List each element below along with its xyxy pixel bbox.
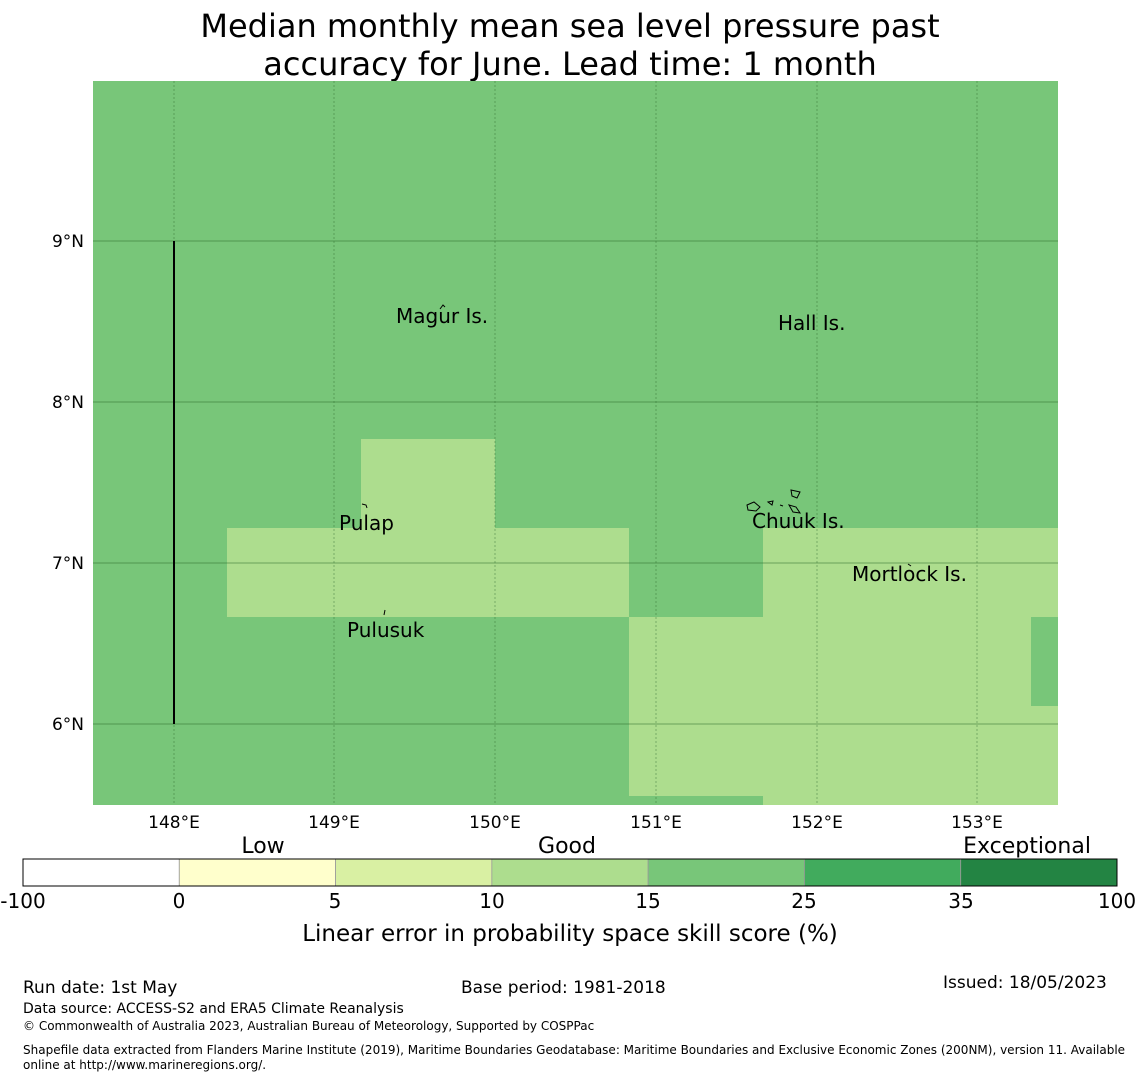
skill-region: [361, 439, 495, 529]
place-label-pulap: Pulap: [339, 511, 394, 535]
lon-axis: 148°E 149°E 150°E 151°E 152°E 153°E: [148, 813, 1003, 833]
lat-gridlines: [93, 240, 1058, 725]
lon-tick-label: 151°E: [630, 813, 682, 833]
legend-category-exceptional: Exceptional: [963, 834, 1091, 859]
colorbar-segment: [178, 858, 336, 887]
lon-tick-label: 150°E: [469, 813, 521, 833]
colorbar-tick-label: 10: [479, 889, 504, 913]
skill-map: Magur Is. Hall Is. Pulap Chuuk Is. Mortl…: [0, 81, 1136, 947]
island-magur: [439, 304, 446, 310]
colorbar-segment: [960, 858, 1118, 887]
base-period: Base period: 1981-2018: [461, 978, 666, 998]
run-date: Run date: 1st May: [23, 978, 178, 998]
lat-tick-label: 7°N: [52, 554, 84, 574]
skill-region: [629, 706, 1058, 796]
colorbar-tick-label: 0: [173, 889, 186, 913]
place-labels: Magur Is. Hall Is. Pulap Chuuk Is. Mortl…: [339, 304, 967, 642]
place-label-mortlock: Mortlock Is.: [852, 562, 967, 586]
colorbar-tick-label: 25: [791, 889, 816, 913]
legend-categories: Low Good Exceptional: [241, 834, 1091, 859]
place-label-pulusuk: Pulusuk: [347, 618, 425, 642]
skill-regions: [227, 439, 1058, 805]
lon-tick-label: 148°E: [148, 813, 200, 833]
colorbar-segment: [647, 858, 805, 887]
colorbar-label: Linear error in probability space skill …: [302, 921, 838, 947]
lat-axis: 9°N 8°N 7°N 6°N: [52, 232, 84, 735]
island-chuuk-islet: [766, 500, 774, 506]
skill-region: [763, 795, 1058, 805]
island-chuuk-north: [790, 489, 801, 499]
colorbar-tick-label: 35: [948, 889, 973, 913]
colorbar-frame: [22, 858, 1118, 887]
shapefile-credit: Shapefile data extracted from Flanders M…: [23, 1043, 1126, 1072]
map-title-line-1: Median monthly mean sea level pressure p…: [200, 7, 940, 45]
skill-region: [227, 528, 629, 617]
copyright: © Commonwealth of Australia 2023, Austra…: [23, 1019, 595, 1033]
colorbar-tick-label: 100: [1098, 889, 1136, 913]
island-pulap: [361, 503, 368, 509]
map-title-line-2: accuracy for June. Lead time: 1 month: [263, 45, 877, 83]
island-mortlock: [907, 563, 912, 567]
colorbar-tick-label: 15: [635, 889, 660, 913]
legend-category-low: Low: [241, 834, 284, 859]
colorbar-segment: [804, 858, 962, 887]
island-chuuk-west: [746, 501, 761, 512]
island-outlines: [361, 304, 912, 616]
colorbar: [22, 858, 1118, 887]
place-label-magur: Magur Is.: [396, 304, 488, 328]
colorbar-segment: [22, 858, 180, 887]
lat-tick-label: 8°N: [52, 393, 84, 413]
colorbar-tick-label: -100: [0, 889, 45, 913]
colorbar-tick-label: 5: [329, 889, 342, 913]
island-pulusuk: [383, 609, 386, 616]
colorbar-segment: [335, 858, 493, 887]
place-label-chuuk: Chuuk Is.: [752, 509, 845, 533]
place-label-hall: Hall Is.: [778, 311, 845, 335]
colorbar-ticks: -100 0 5 10 15 25 35 100: [0, 889, 1136, 913]
legend-category-good: Good: [538, 834, 596, 859]
lat-tick-label: 9°N: [52, 232, 84, 252]
lon-tick-label: 152°E: [791, 813, 843, 833]
island-chuuk-east: [787, 504, 802, 514]
lat-tick-label: 6°N: [52, 715, 84, 735]
data-source: Data source: ACCESS-S2 and ERA5 Climate …: [23, 1001, 404, 1017]
colorbar-segment: [491, 858, 649, 887]
skill-region: [629, 617, 1031, 707]
skill-region: [763, 528, 1058, 617]
island-chuuk-islet: [779, 504, 784, 507]
lon-tick-label: 149°E: [308, 813, 360, 833]
issued-date: Issued: 18/05/2023: [943, 973, 1107, 993]
lon-tick-label: 153°E: [951, 813, 1003, 833]
